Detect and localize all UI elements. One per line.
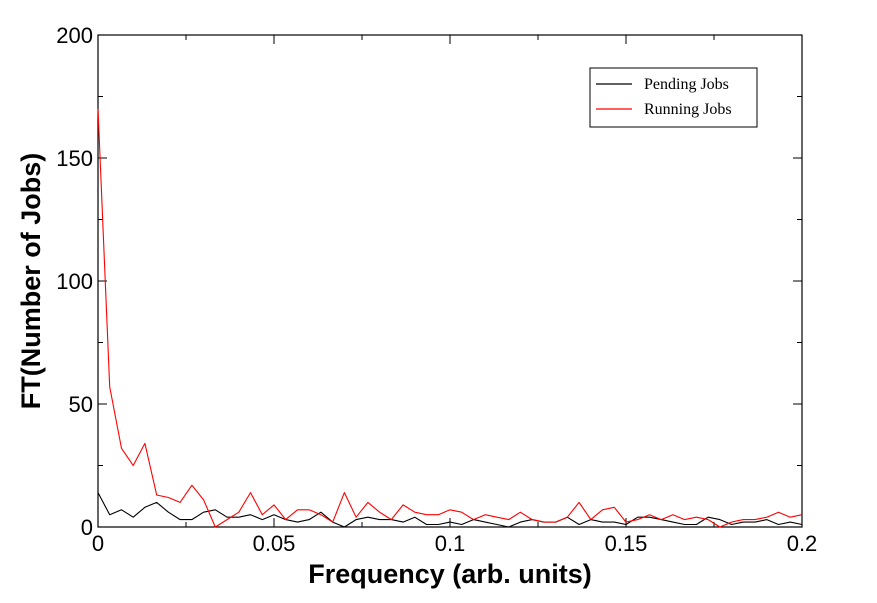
- y-tick-labels: 0 50 100 150 200: [56, 23, 93, 540]
- legend-box: [589, 67, 758, 128]
- series-line-running-jobs: [97, 108, 803, 528]
- y-tick-label: 50: [69, 392, 93, 417]
- x-tick-label: 0.1: [435, 531, 466, 556]
- series-lines: [97, 108, 803, 528]
- y-tick-label: 0: [81, 515, 93, 540]
- x-tick-label: 0.05: [253, 531, 296, 556]
- legend: Pending Jobs Running Jobs: [589, 67, 758, 128]
- y-tick-label: 100: [56, 269, 93, 294]
- y-tick-label: 150: [56, 146, 93, 171]
- y-axis-title: FT(Number of Jobs): [16, 153, 46, 410]
- legend-label-pending: Pending Jobs: [644, 76, 729, 93]
- y-tick-label: 200: [56, 23, 93, 48]
- series-line-pending-jobs: [97, 492, 803, 528]
- x-axis-title: Frequency (arb. units): [308, 559, 592, 589]
- x-tick-label: 0: [92, 531, 104, 556]
- x-tick-label: 0.15: [605, 531, 648, 556]
- legend-label-running: Running Jobs: [644, 101, 732, 118]
- x-tick-label: 0.2: [787, 531, 818, 556]
- x-tick-labels: 0 0.05 0.1 0.15 0.2: [92, 531, 817, 556]
